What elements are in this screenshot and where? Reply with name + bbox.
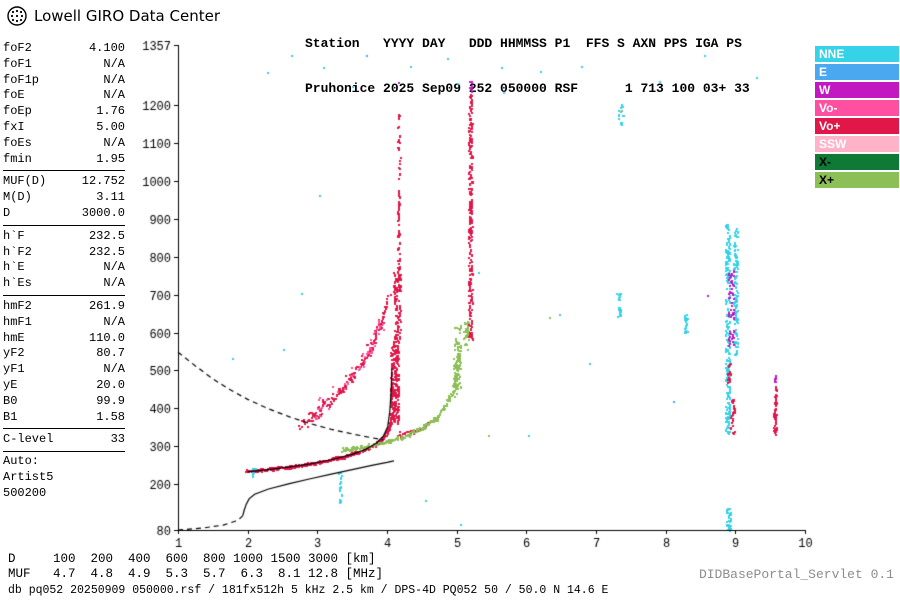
param-clevel: C-level 33 bbox=[3, 432, 125, 448]
param-value: N/A bbox=[103, 72, 125, 87]
param-group: foF2 4.100 foF1 N/A foF1p N/A foE N/A foEp 1.76 fx… bbox=[3, 40, 125, 172]
param-fxi: fxI 5.00 bbox=[3, 120, 125, 136]
param-label: B1 bbox=[3, 409, 18, 424]
param-value: 99.9 bbox=[96, 393, 125, 408]
param-yf2: yF2 80.7 bbox=[3, 346, 125, 362]
param-value: 80.7 bbox=[96, 346, 125, 361]
muf-row: MUF 4.7 4.8 4.9 5.3 5.7 6.3 8.1 12.8 [MH… bbox=[8, 567, 384, 581]
param-label: foF1p bbox=[3, 72, 40, 87]
param-label: yE bbox=[3, 377, 18, 392]
param-fmin: fmin 1.95 bbox=[3, 152, 125, 168]
autoscaling-line: Auto: bbox=[3, 454, 40, 469]
param-value: 3000.0 bbox=[81, 205, 125, 220]
param-md: M(D) 3.11 bbox=[3, 190, 125, 206]
param-value: N/A bbox=[103, 314, 125, 329]
legend-item-vo: Vo+ bbox=[815, 118, 899, 134]
param-foe: foE N/A bbox=[3, 88, 125, 104]
param-value: 1.95 bbox=[96, 151, 125, 166]
param-group: hmF2 261.9 hmF1 N/A hmE 110.0 yF2 80.7 yF1 N/A yE 2… bbox=[3, 298, 125, 430]
legend-item-e: E bbox=[815, 64, 899, 80]
param-value: 12.752 bbox=[81, 174, 125, 189]
param-label: foE bbox=[3, 88, 25, 103]
param-ye: yE 20.0 bbox=[3, 378, 125, 394]
param-hme: hmE 110.0 bbox=[3, 331, 125, 347]
param-label: C-level bbox=[3, 432, 54, 447]
param-value: N/A bbox=[103, 88, 125, 103]
param-foes: foEs N/A bbox=[3, 136, 125, 152]
param-fof2: foF2 4.100 bbox=[3, 41, 125, 57]
param-value: 3.11 bbox=[96, 190, 125, 205]
param-label: foF1 bbox=[3, 56, 32, 71]
brand-header: Lowell GIRO Data Center bbox=[6, 5, 220, 27]
param-label: hmF1 bbox=[3, 314, 32, 329]
ionogram-plot bbox=[130, 40, 820, 560]
legend-item-x: X- bbox=[815, 154, 899, 170]
param-label: h`F2 bbox=[3, 244, 32, 259]
param-label: foF2 bbox=[3, 41, 32, 55]
param-value: N/A bbox=[103, 362, 125, 377]
legend-item-x: X+ bbox=[815, 172, 899, 188]
param-value: N/A bbox=[103, 276, 125, 291]
param-he: h`E N/A bbox=[3, 260, 125, 276]
param-value: 20.0 bbox=[96, 377, 125, 392]
legend-item-vo: Vo- bbox=[815, 100, 899, 116]
param-label: D bbox=[3, 205, 11, 220]
param-label: foEp bbox=[3, 104, 32, 119]
param-yf1: yF1 N/A bbox=[3, 362, 125, 378]
param-hf: h`F 232.5 bbox=[3, 229, 125, 245]
param-group: MUF(D) 12.752 M(D) 3.11 D 3000.0 bbox=[3, 173, 125, 226]
param-b0: B0 99.9 bbox=[3, 394, 125, 410]
param-value: N/A bbox=[103, 56, 125, 71]
param-group: h`F 232.5 h`F2 232.5 h`E N/A h`Es N/A bbox=[3, 228, 125, 296]
param-value: 4.100 bbox=[88, 41, 125, 55]
legend-item-ssw: SSW bbox=[815, 136, 899, 152]
distance-row: D 100 200 400 600 800 1000 1500 3000 [km… bbox=[8, 552, 376, 566]
param-panel: foF2 4.100 foF1 N/A foF1p N/A foE N/A foEp 1.76 fx… bbox=[3, 40, 125, 502]
param-value: 110.0 bbox=[88, 330, 125, 345]
param-value: 261.9 bbox=[88, 298, 125, 313]
param-d: D 3000.0 bbox=[3, 206, 125, 222]
param-value: N/A bbox=[103, 260, 125, 275]
param-value: N/A bbox=[103, 135, 125, 150]
autoscaling-line: 500200 bbox=[3, 485, 47, 500]
param-fof1: foF1 N/A bbox=[3, 57, 125, 73]
param-label: h`F bbox=[3, 228, 25, 243]
param-label: hmE bbox=[3, 330, 25, 345]
servlet-watermark: DIDBasePortal_Servlet 0.1 bbox=[698, 567, 894, 582]
param-fof1p: foF1p N/A bbox=[3, 73, 125, 89]
legend-item-nne: NNE bbox=[815, 46, 899, 62]
param-label: B0 bbox=[3, 393, 18, 408]
legend: NNE E W Vo- Vo+ SSW X- X+ bbox=[815, 46, 899, 190]
param-value: 5.00 bbox=[96, 119, 125, 134]
app-title: Lowell GIRO Data Center bbox=[34, 7, 220, 25]
param-hf2: h`F2 232.5 bbox=[3, 245, 125, 261]
legend-item-w: W bbox=[815, 82, 899, 98]
measurement-info: db pq052 20250909 050000.rsf / 181fx512h… bbox=[8, 584, 609, 597]
param-value: 232.5 bbox=[88, 228, 125, 243]
param-hes: h`Es N/A bbox=[3, 276, 125, 292]
param-hmf2: hmF2 261.9 bbox=[3, 299, 125, 315]
param-group: C-level 33 bbox=[3, 431, 125, 453]
param-label: h`Es bbox=[3, 276, 32, 291]
param-label: hmF2 bbox=[3, 298, 32, 313]
param-value: 1.58 bbox=[96, 409, 125, 424]
param-label: fxI bbox=[3, 119, 25, 134]
param-value: 232.5 bbox=[88, 244, 125, 259]
param-mufd: MUF(D) 12.752 bbox=[3, 174, 125, 190]
autoscaling-line: Artist5 bbox=[3, 469, 54, 484]
param-label: MUF(D) bbox=[3, 174, 47, 189]
param-label: h`E bbox=[3, 260, 25, 275]
param-b1: B1 1.58 bbox=[3, 410, 125, 426]
param-label: yF2 bbox=[3, 346, 25, 361]
param-label: yF1 bbox=[3, 362, 25, 377]
param-label: M(D) bbox=[3, 190, 32, 205]
param-value: 1.76 bbox=[96, 104, 125, 119]
param-label: foEs bbox=[3, 135, 32, 150]
param-label: fmin bbox=[3, 151, 32, 166]
giro-globe-icon bbox=[7, 6, 27, 26]
param-hmf1: hmF1 N/A bbox=[3, 315, 125, 331]
param-foep: foEp 1.76 bbox=[3, 104, 125, 120]
param-value: 33 bbox=[110, 432, 125, 447]
